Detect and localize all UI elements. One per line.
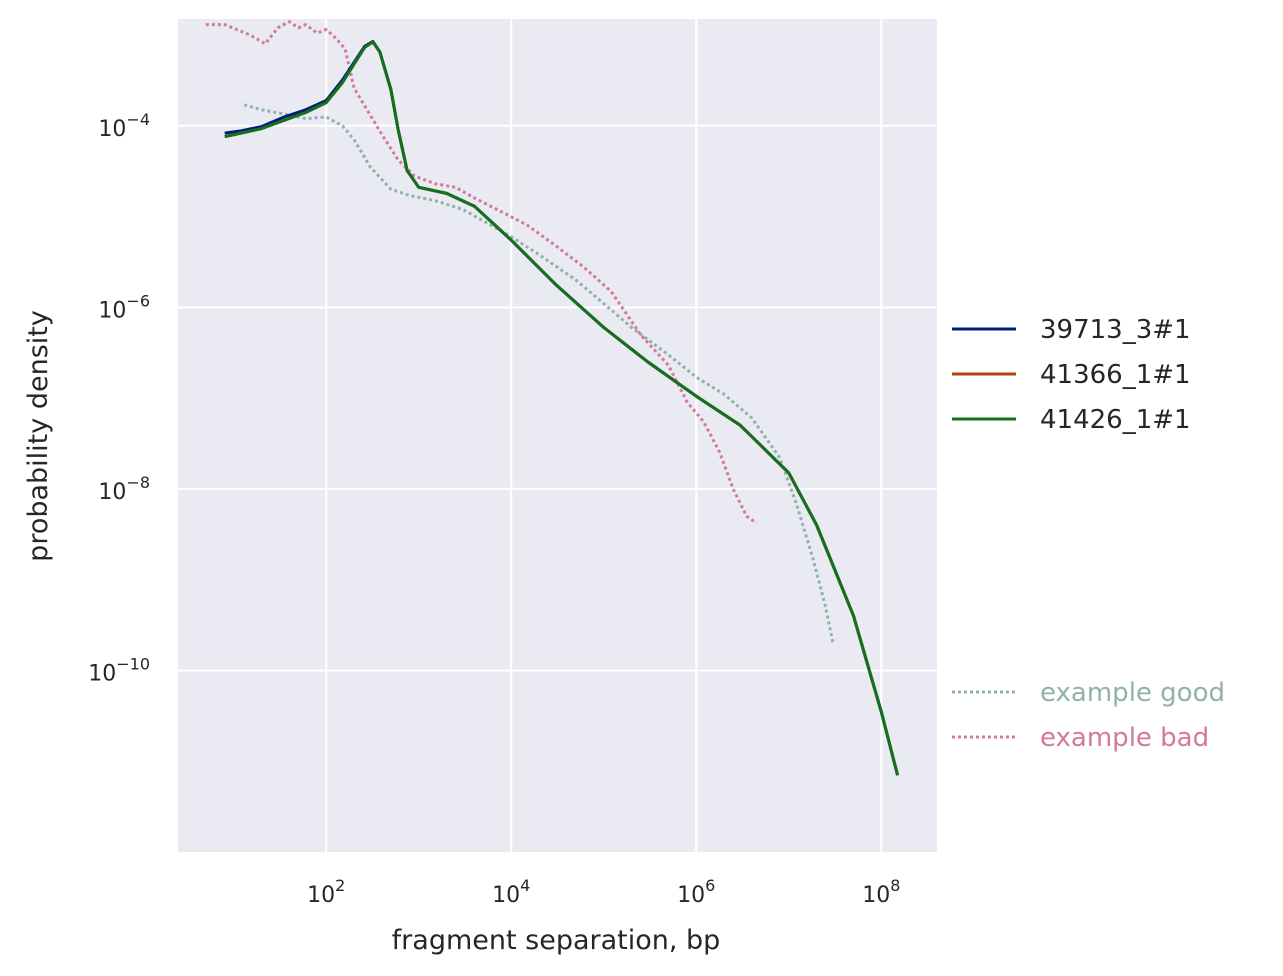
legend-label: example good	[1040, 678, 1225, 708]
x-tick-label: 104	[492, 876, 530, 908]
y-tick-label: 10−4	[98, 110, 150, 142]
series-line	[243, 103, 835, 644]
y-axis-label: probability density	[23, 310, 54, 562]
x-tick-labels: 102 104 106 108	[307, 876, 900, 908]
legend-label: example bad	[1040, 723, 1209, 753]
plot-background	[178, 19, 937, 852]
grid-lines	[178, 19, 937, 852]
x-tick-label: 102	[307, 876, 345, 908]
legend-label: 41426_1#1	[1040, 405, 1191, 435]
y-tick-label: 10−8	[98, 473, 150, 505]
y-tick-labels: 10−4 10−6 10−8 10−10	[88, 110, 150, 687]
y-tick-label: 10−6	[98, 291, 150, 323]
x-tick-label: 106	[677, 876, 715, 908]
series-line	[224, 40, 900, 776]
y-tick-label: 10−10	[88, 654, 150, 686]
legend-label: 41366_1#1	[1040, 360, 1191, 390]
x-axis-label: fragment separation, bp	[392, 925, 721, 956]
x-tick-label: 108	[862, 876, 900, 908]
series-lines	[205, 20, 900, 776]
legend-label: 39713_3#1	[1040, 315, 1191, 345]
series-line	[205, 20, 758, 525]
